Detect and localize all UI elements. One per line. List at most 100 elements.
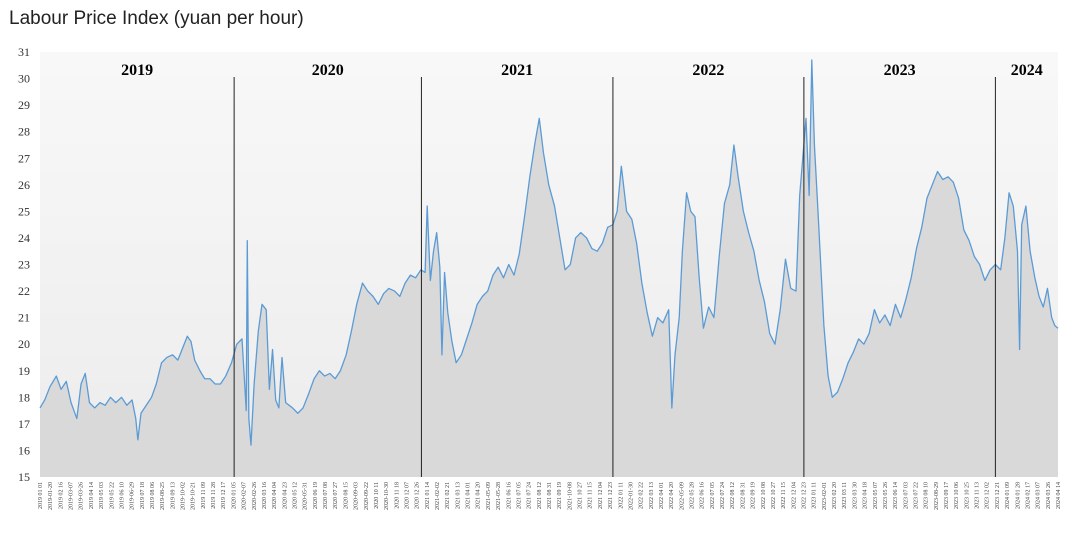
x-tick-label: 2019-06-29 [130, 482, 136, 510]
x-tick-label: 2019 09 13 [170, 482, 176, 509]
x-tick-label: 2022 12 23 [802, 482, 808, 509]
year-label: 2024 [1011, 62, 1043, 79]
x-tick-label: 2021 04 20 [476, 482, 482, 509]
year-label: 2022 [692, 62, 724, 79]
x-tick-label: 2020 08 15 [343, 482, 349, 509]
y-tick-label: 27 [18, 151, 30, 165]
series-line [39, 59, 1059, 446]
x-tick-label: 2020 12 26 [415, 482, 421, 509]
x-tick-label: 2022 11 15 [781, 482, 787, 509]
x-tick-label: 2023 12 21 [995, 482, 1001, 509]
x-tick-label: 2023 09 17 [944, 482, 950, 509]
x-tick-label: 2019 07 18 [140, 482, 146, 509]
x-tick-label: 2024 01 28 [1015, 482, 1021, 509]
x-tick-label: 2023 12 02 [985, 482, 991, 509]
x-tick-label: 2020 03 16 [262, 482, 268, 509]
x-tick-label: 2019 02 16 [58, 482, 64, 509]
year-label: 2019 [121, 62, 153, 79]
x-tick-label: 2020 12 07 [404, 482, 410, 509]
x-tick-label: 2019 08 06 [150, 482, 156, 509]
x-tick-label: 2021 08 31 [547, 482, 553, 509]
x-tick-label: 2020 07 08 [323, 482, 329, 509]
y-tick-label: 20 [18, 337, 30, 351]
y-tick-label: 31 [18, 45, 30, 59]
x-tick-label: 2021 08 12 [537, 482, 543, 509]
x-tick-label: 2021-05-09 [486, 482, 492, 510]
x-tick-label: 2019-03-07 [69, 482, 75, 510]
x-tick-label: 2023 06 14 [893, 482, 899, 509]
x-tick-label: 2024 03 26 [1046, 482, 1052, 509]
x-tick-label: 2023 05 26 [883, 482, 889, 509]
x-tick-label: 2022 10 27 [771, 482, 777, 509]
x-tick-label: 2021-05-28 [496, 482, 502, 510]
x-tick-label: 2019 11 28 [211, 482, 217, 509]
x-tick-label: 2019 05 03 [99, 482, 105, 509]
x-tick-label: 2021-02-02 [435, 482, 441, 510]
x-tick-label: 2021 12 04 [598, 482, 604, 509]
x-tick-label: 2019-01-20 [48, 482, 54, 510]
x-tick-label: 2022 04 01 [659, 482, 665, 509]
x-tick-label: 2024 02 17 [1025, 482, 1031, 509]
y-tick-label: 18 [18, 390, 30, 404]
x-tick-label: 2019 01 01 [38, 482, 44, 509]
x-tick-label: 2019-08-25 [160, 482, 166, 510]
y-tick-label: 17 [18, 417, 30, 431]
x-tick-label: 2022 08 31 [740, 482, 746, 509]
x-tick-label: 2020-02-26 [252, 482, 258, 510]
x-tick-label: 2021 01 14 [425, 482, 431, 509]
x-tick-label: 2023 02 20 [832, 482, 838, 509]
x-tick-label: 2022-05-09 [679, 482, 685, 510]
x-tick-label: 2023 05 07 [873, 482, 879, 509]
x-tick-label: 2021 12 23 [608, 482, 614, 509]
year-label: 2021 [501, 62, 533, 79]
x-tick-label: 2021 10 27 [578, 482, 584, 509]
x-tick-label: 2021 02 21 [445, 482, 451, 509]
x-tick-label: 2022 08 12 [730, 482, 736, 509]
x-tick-label: 2020 05 12 [293, 482, 299, 509]
y-tick-label: 30 [18, 72, 30, 86]
y-tick-label: 24 [18, 231, 30, 245]
x-tick-label: 2021 06 16 [506, 482, 512, 509]
x-tick-label: 2022 12 04 [791, 482, 797, 509]
x-tick-label: 2019 12 17 [221, 482, 227, 509]
x-tick-label: 2023-08-29 [934, 482, 940, 510]
x-tick-label: 2022 02 22 [639, 482, 645, 509]
x-tick-label: 2020 06 19 [313, 482, 319, 509]
x-tick-label: 2022 01 11 [618, 482, 624, 509]
chart-title: Labour Price Index (yuan per hour) [9, 8, 304, 29]
x-tick-label: 2019-10-21 [191, 482, 197, 510]
x-tick-label: 2020 10 11 [374, 482, 380, 509]
x-tick-label: 2023 01 11 [812, 482, 818, 509]
x-tick-label: 2021 07 05 [516, 482, 522, 509]
x-tick-label: 2022 04 20 [669, 482, 675, 509]
x-tick-label: 2021 11 15 [588, 482, 594, 509]
x-tick-label: 2020-09-03 [354, 482, 360, 510]
x-tick-label: 2021 03 13 [455, 482, 461, 509]
x-tick-label: 2023 11 13 [975, 482, 981, 509]
x-tick-label: 2020-02-07 [242, 482, 248, 510]
x-tick-label: 2019 06 10 [119, 482, 125, 509]
y-tick-label: 19 [18, 364, 30, 378]
x-tick-label: 2023 03 11 [842, 482, 848, 509]
y-tick-label: 28 [18, 125, 30, 139]
x-tick-label: 2021 04 01 [466, 482, 472, 509]
x-tick-label: 2023 03 30 [852, 482, 858, 509]
y-tick-label: 21 [18, 311, 30, 325]
y-tick-label: 25 [18, 204, 30, 218]
x-tick-label: 2022-01-30 [628, 482, 634, 510]
x-tick-label: 2022 03 13 [649, 482, 655, 509]
x-tick-label: 2023 10 25 [964, 482, 970, 509]
x-tick-label: 2022 10 08 [761, 482, 767, 509]
x-tick-label: 2020 07 27 [333, 482, 339, 509]
y-tick-label: 23 [18, 258, 30, 272]
x-tick-label: 2020 11 18 [394, 482, 400, 509]
x-tick-label: 2020-10-30 [384, 482, 390, 510]
y-tick-label: 26 [18, 178, 30, 192]
x-tick-label: 2022 06 16 [700, 482, 706, 509]
x-tick-label: 2020-09-22 [364, 482, 370, 510]
year-label: 2020 [312, 62, 344, 79]
x-tick-label: 2020 04 04 [272, 482, 278, 509]
x-tick-label: 2023-02-01 [822, 482, 828, 510]
x-tick-label: 2022 05 28 [690, 482, 696, 509]
